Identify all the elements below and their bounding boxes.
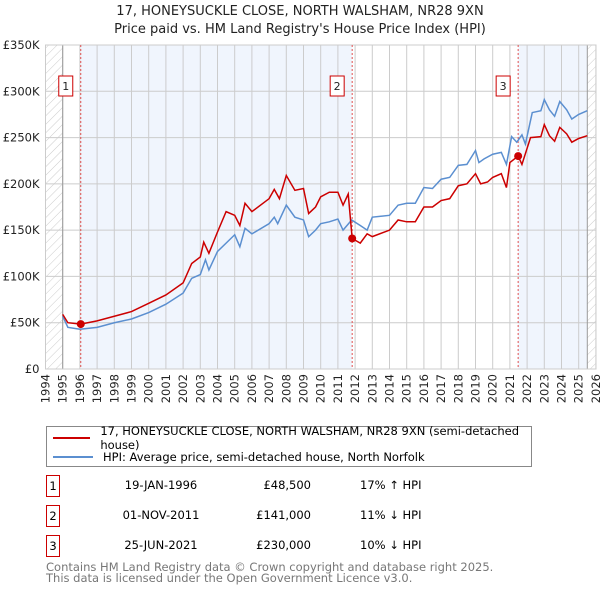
sale-label: 1 bbox=[62, 80, 69, 93]
x-tick-label: 2012 bbox=[348, 374, 362, 403]
x-tick-label: 2021 bbox=[503, 374, 517, 403]
legend-label: 17, HONEYSUCKLE CLOSE, NORTH WALSHAM, NR… bbox=[100, 424, 519, 452]
y-tick-label: £50K bbox=[10, 316, 40, 330]
x-tick-label: 1995 bbox=[56, 374, 70, 403]
chart-subtitle: Price paid vs. HM Land Registry's House … bbox=[114, 22, 486, 37]
hatched-region bbox=[587, 45, 596, 369]
x-tick-label: 2016 bbox=[417, 374, 431, 403]
x-tick-label: 2014 bbox=[383, 374, 397, 403]
footer-line-1: Contains HM Land Registry data © Crown c… bbox=[46, 560, 494, 574]
price-chart: 1994 1995 1996 1997 1998 1999 2000 2001 2002 2003… bbox=[3, 38, 600, 403]
chart-title: 17, HONEYSUCKLE CLOSE, NORTH WALSHAM, NR… bbox=[116, 4, 484, 19]
x-tick-label: 2013 bbox=[365, 374, 379, 403]
sale-label-box bbox=[495, 75, 511, 97]
sale-point bbox=[514, 152, 523, 161]
sale-row: 1 19-JAN-1996 £48,500 17% ↑ HPI bbox=[46, 475, 546, 497]
sale-number-badge: 2 bbox=[46, 505, 60, 527]
sale-label: 3 bbox=[500, 80, 507, 93]
hatched-region bbox=[45, 45, 63, 369]
x-tick-label: 2025 bbox=[572, 374, 586, 403]
shaded-region bbox=[518, 45, 588, 369]
sale-row: 2 01-NOV-2011 £141,000 11% ↓ HPI bbox=[46, 505, 546, 527]
sale-number-badge: 3 bbox=[46, 535, 60, 557]
x-tick-label: 1996 bbox=[73, 374, 87, 403]
sale-label-box bbox=[329, 75, 345, 97]
x-tick-label: 2017 bbox=[434, 374, 448, 403]
x-tick-label: 2002 bbox=[176, 374, 190, 403]
sale-price: £230,000 bbox=[256, 538, 311, 552]
x-tick-label: 1997 bbox=[90, 374, 104, 403]
sale-label-box bbox=[58, 75, 74, 97]
sale-hpi-diff: 10% ↓ HPI bbox=[360, 538, 422, 552]
sale-label: 2 bbox=[334, 80, 341, 93]
x-tick-label: 2026 bbox=[589, 374, 600, 403]
shaded-region bbox=[80, 45, 353, 369]
x-tick-label: 2018 bbox=[451, 374, 465, 403]
x-tick-label: 2023 bbox=[537, 374, 551, 403]
sale-point bbox=[348, 234, 357, 243]
plot-border bbox=[45, 44, 597, 370]
x-tick-label: 1999 bbox=[125, 374, 139, 403]
legend-label: HPI: Average price, semi-detached house,… bbox=[103, 450, 425, 464]
x-tick-label: 2024 bbox=[555, 374, 569, 403]
x-tick-label: 2020 bbox=[486, 374, 500, 403]
sale-price: £48,500 bbox=[263, 478, 311, 492]
x-tick-label: 2010 bbox=[314, 374, 328, 403]
footer-line-2: This data is licensed under the Open Gov… bbox=[46, 571, 413, 585]
sale-date: 25-JUN-2021 bbox=[124, 538, 198, 552]
y-tick-label: £350K bbox=[3, 38, 40, 52]
x-tick-label: 2022 bbox=[520, 374, 534, 403]
sale-price: £141,000 bbox=[256, 508, 311, 522]
x-tick-label: 1994 bbox=[39, 374, 53, 403]
x-tick-label: 2006 bbox=[245, 374, 259, 403]
legend: 17, HONEYSUCKLE CLOSE, NORTH WALSHAM, NR… bbox=[46, 424, 532, 467]
sale-row: 3 25-JUN-2021 £230,000 10% ↓ HPI bbox=[46, 535, 546, 557]
x-tick-label: 2015 bbox=[400, 374, 414, 403]
x-tick-label: 2008 bbox=[279, 374, 293, 403]
x-tick-label: 2009 bbox=[297, 374, 311, 403]
x-tick-label: 2000 bbox=[142, 374, 156, 403]
sale-hpi-diff: 17% ↑ HPI bbox=[360, 478, 422, 492]
y-tick-label: £300K bbox=[3, 84, 40, 98]
sale-date: 01-NOV-2011 bbox=[122, 508, 200, 522]
hpi-line bbox=[62, 97, 588, 330]
legend-blue-line bbox=[53, 456, 93, 458]
y-tick-label: £0 bbox=[25, 362, 40, 376]
legend-red-line bbox=[53, 437, 91, 439]
y-tick-label: £200K bbox=[3, 177, 40, 191]
legend-item-property: 17, HONEYSUCKLE CLOSE, NORTH WALSHAM, NR… bbox=[53, 424, 531, 452]
y-tick-label: £150K bbox=[3, 223, 40, 237]
legend-item-hpi: HPI: Average price, semi-detached house,… bbox=[53, 448, 425, 466]
sale-point bbox=[76, 320, 85, 329]
x-tick-label: 2005 bbox=[228, 374, 242, 403]
x-tick-label: 2019 bbox=[469, 374, 483, 403]
x-tick-label: 2003 bbox=[193, 374, 207, 403]
y-tick-label: £100K bbox=[3, 269, 40, 283]
x-tick-label: 1998 bbox=[107, 374, 121, 403]
x-tick-label: 2004 bbox=[211, 374, 225, 403]
x-tick-label: 2007 bbox=[262, 374, 276, 403]
sale-hpi-diff: 11% ↓ HPI bbox=[360, 508, 422, 522]
x-tick-label: 2001 bbox=[159, 374, 173, 403]
x-tick-label: 2011 bbox=[331, 374, 345, 403]
y-tick-label: £250K bbox=[3, 131, 40, 145]
sale-number-badge: 1 bbox=[46, 475, 60, 497]
sale-date: 19-JAN-1996 bbox=[124, 478, 198, 492]
